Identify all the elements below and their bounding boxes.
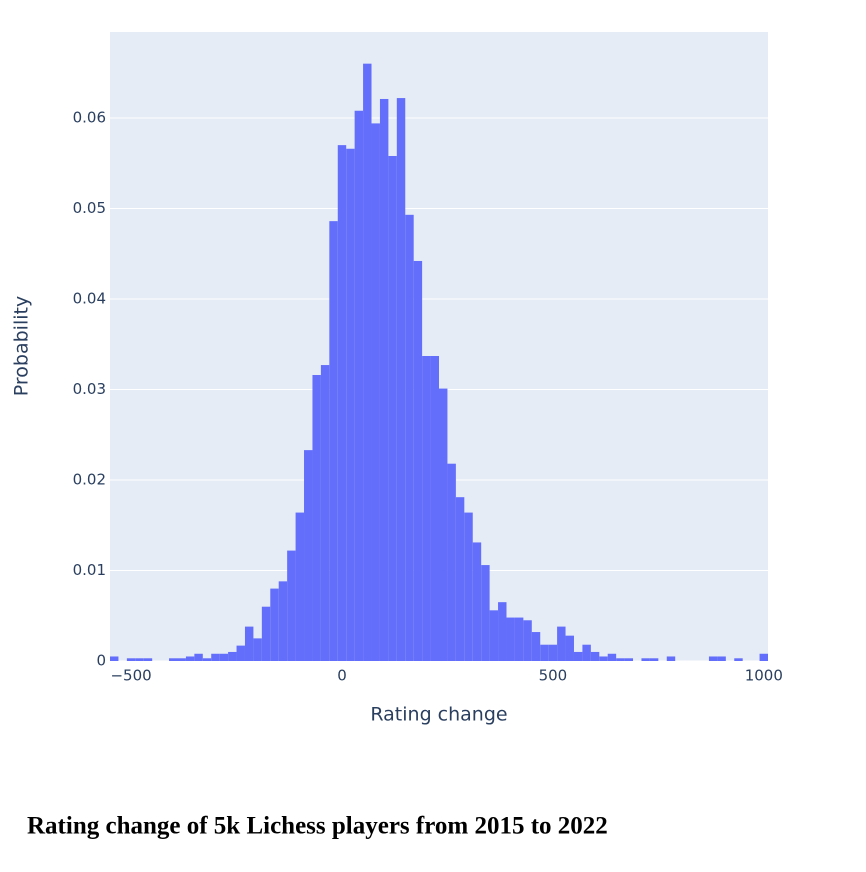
bar [666, 656, 676, 661]
x-axis-label: Rating change [370, 704, 507, 726]
bar [287, 550, 296, 661]
bar [320, 365, 330, 661]
bar [708, 656, 718, 661]
bar [169, 658, 178, 661]
y-tick-label: 0.02 [73, 470, 106, 488]
bar [472, 542, 482, 661]
y-tick-label: 0.03 [73, 380, 106, 398]
bar [540, 644, 549, 661]
bar [430, 356, 439, 661]
bar [498, 602, 507, 661]
y-tick-label: 0.04 [73, 289, 106, 307]
bar [236, 645, 245, 661]
bar [295, 512, 305, 661]
bar [624, 658, 634, 661]
bar [565, 635, 574, 661]
bar [202, 658, 212, 661]
bar [607, 653, 617, 661]
x-tick-label: −500 [110, 667, 151, 685]
bar [489, 610, 499, 661]
bar [481, 565, 490, 661]
bar [177, 658, 186, 661]
bar [211, 653, 220, 661]
bar [261, 606, 271, 661]
bar [126, 658, 136, 661]
bar [185, 656, 195, 661]
bar [379, 98, 389, 662]
bar [388, 155, 397, 661]
y-tick-label: 0.01 [73, 561, 106, 579]
x-tick-label: 0 [337, 667, 347, 685]
bar [194, 653, 203, 661]
bar [455, 497, 465, 661]
bar [312, 375, 321, 661]
bar [346, 148, 355, 661]
bar [599, 656, 608, 661]
bar [582, 644, 591, 661]
bar [219, 653, 229, 661]
bar [447, 463, 456, 661]
bar [110, 656, 119, 661]
bar [523, 620, 532, 661]
bar [371, 123, 380, 661]
bar [253, 638, 262, 661]
caption: Rating change of 5k Lichess players from… [27, 813, 608, 840]
bar [514, 617, 524, 661]
bar [413, 260, 423, 661]
bar [405, 214, 414, 661]
bar [270, 588, 279, 661]
bar [439, 388, 448, 661]
x-tick-label: 500 [539, 667, 568, 685]
bar [337, 145, 347, 661]
y-tick-label: 0 [96, 652, 106, 670]
bar [557, 626, 566, 661]
bar [304, 450, 313, 661]
bar [363, 63, 372, 661]
bar [717, 656, 726, 661]
bar [396, 98, 406, 661]
x-tick-label: 1000 [745, 667, 783, 685]
bar [548, 644, 558, 661]
bar [354, 110, 364, 661]
bar [531, 632, 541, 661]
bar [278, 581, 288, 661]
y-tick-label: 0.06 [73, 108, 106, 126]
bar [734, 658, 743, 661]
bar [244, 626, 254, 661]
bar [464, 512, 473, 661]
bar [641, 658, 650, 661]
bar [422, 356, 431, 661]
y-axis-label: Probability [11, 296, 33, 396]
bar [590, 651, 600, 661]
bar [649, 658, 659, 661]
bar [329, 221, 338, 661]
y-tick-label: 0.05 [73, 199, 106, 217]
bar [573, 651, 583, 661]
bar [228, 651, 237, 661]
bar [506, 617, 515, 661]
bar [135, 658, 144, 661]
bar [616, 658, 625, 661]
bar [759, 653, 768, 661]
bar [143, 658, 153, 661]
